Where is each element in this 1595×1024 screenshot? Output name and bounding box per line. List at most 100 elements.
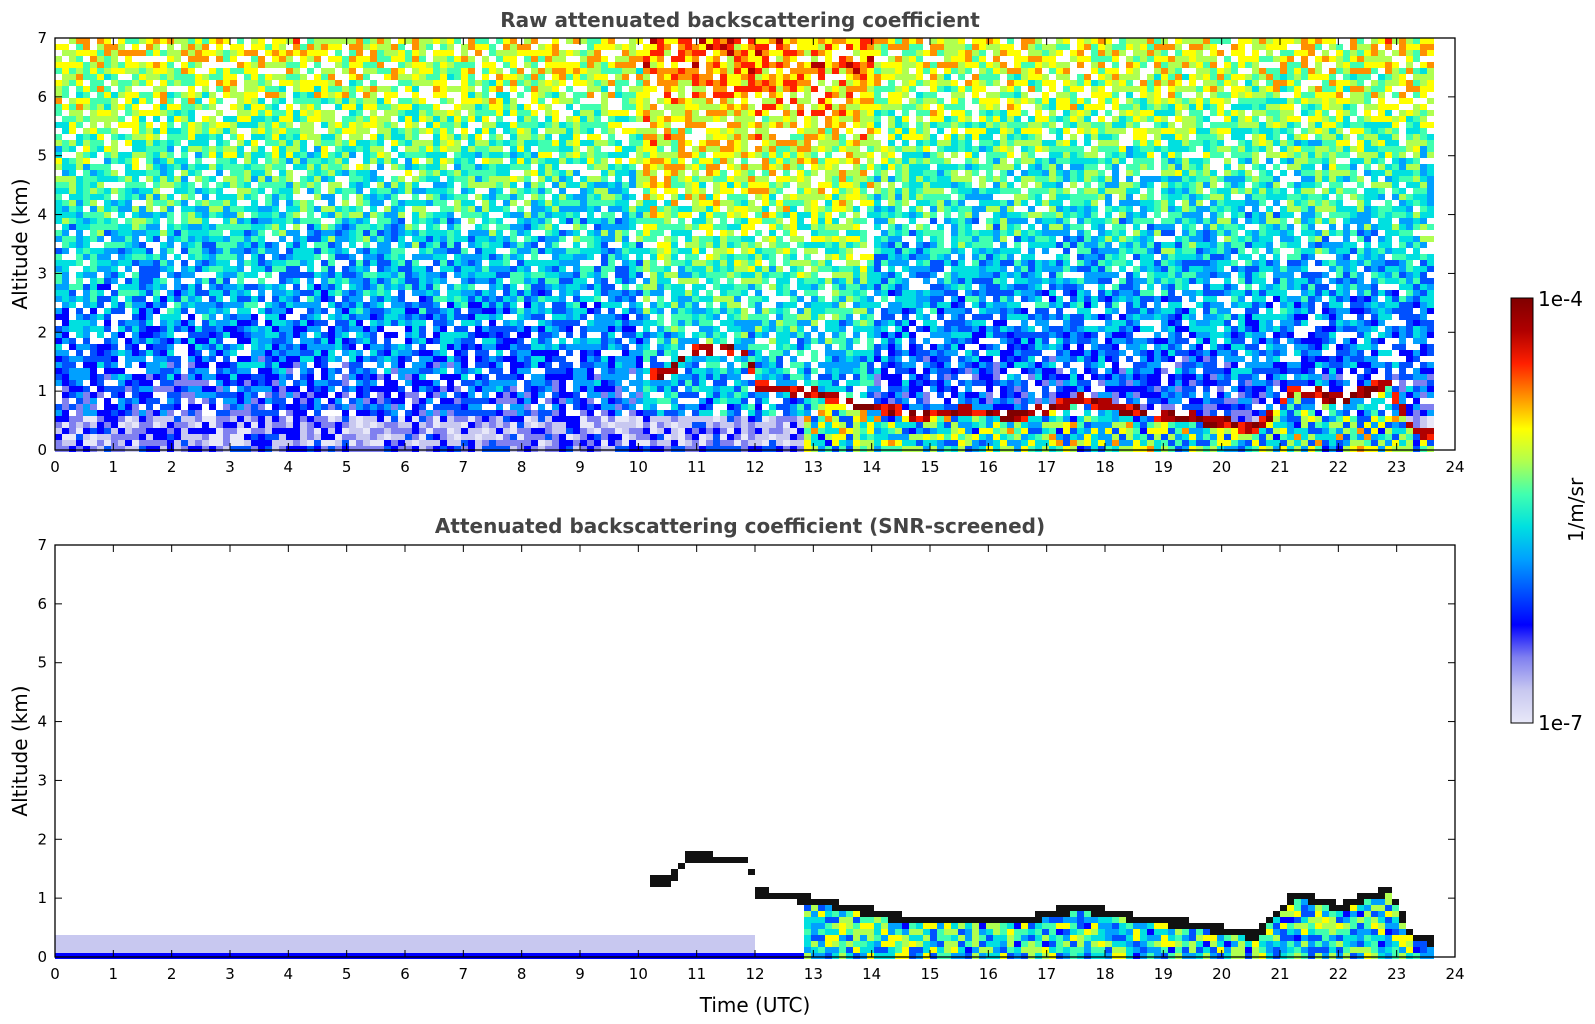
heatmap-cell-2677 (377, 140, 384, 146)
heatmap-cell-4067 (545, 86, 552, 92)
heatmap-cell-2543 (356, 440, 363, 446)
heatmap-cell-1123 (188, 290, 195, 296)
heatmap-cell-4124 (552, 62, 559, 68)
heatmap-cell-2919 (405, 242, 412, 248)
heatmap-cell-3611 (489, 164, 496, 170)
heatmap-cell-815 (153, 104, 160, 110)
heatmap-cell-1033 (181, 44, 188, 50)
heatmap-cell-812 (153, 74, 160, 80)
heatmap-cell-896 (160, 284, 167, 290)
heatmap-cell-1874 (279, 218, 286, 224)
heatmap-cell-1815 (272, 242, 279, 248)
heatmap-cell-2483 (356, 38, 363, 44)
heatmap-cell-1302 (209, 338, 216, 344)
heatmap-cell-2360 (335, 398, 342, 404)
heatmap-cell-1107 (188, 170, 195, 176)
heatmap-cell-2551 (363, 86, 370, 92)
heatmap-cell-111 (62, 422, 69, 428)
heatmap-cell-4910 (643, 380, 650, 386)
heatmap-cell-886 (160, 200, 167, 206)
heatmap-cell-1651 (251, 320, 258, 326)
heatmap-cell-1713 (258, 350, 265, 356)
heatmap-cell-1717 (258, 374, 265, 380)
heatmap-cell-4722 (622, 260, 629, 266)
heatmap-cell-2834 (391, 434, 398, 440)
heatmap-cell-1853 (279, 74, 286, 80)
heatmap-cell-1457 (230, 212, 237, 218)
heatmap-cell-4375 (580, 278, 587, 284)
heatmap-cell-702 (139, 140, 146, 146)
heatmap-cell-2053 (300, 248, 307, 254)
heatmap-cell-172 (76, 62, 83, 68)
heatmap-cell-2970 (412, 188, 419, 194)
heatmap-cell-4444 (587, 350, 594, 356)
heatmap-cell-3783 (510, 146, 517, 152)
heatmap-cell-1078 (181, 386, 188, 392)
heatmap-cell-2691 (377, 236, 384, 242)
heatmap-cell-4597 (608, 194, 615, 200)
heatmap-cell-1043 (181, 116, 188, 122)
heatmap-cell-4942 (650, 182, 657, 188)
heatmap-cell-3604 (489, 122, 496, 128)
heatmap-cell-1392 (223, 176, 230, 182)
heatmap-cell-2458 (349, 278, 356, 284)
heatmap-cell-3737 (503, 224, 510, 230)
heatmap-cell-3694 (496, 332, 503, 338)
heatmap-cell-1571 (244, 188, 251, 194)
heatmap-cell-955 (167, 266, 174, 272)
heatmap-cell-3480 (475, 50, 482, 56)
heatmap-cell-3569 (482, 272, 489, 278)
heatmap-cell-4353 (580, 92, 587, 98)
heatmap-cell-2562 (363, 164, 370, 170)
heatmap-cell-3206 (440, 170, 447, 176)
heatmap-cell-2336 (335, 212, 342, 218)
heatmap-cell-4134 (552, 128, 559, 134)
heatmap-cell-4939 (650, 164, 657, 170)
heatmap-cell-1211 (202, 56, 209, 62)
heatmap-cell-1365 (216, 374, 223, 380)
heatmap-cell-2468 (349, 344, 356, 350)
heatmap-cell-502 (111, 338, 118, 344)
heatmap-cell-4147 (552, 230, 559, 236)
heatmap-cell-1212 (202, 74, 209, 80)
heatmap-cell-4824 (636, 200, 643, 206)
heatmap-cell-3240 (440, 410, 447, 416)
heatmap-cell-3653 (496, 38, 503, 44)
heatmap-cell-4273 (566, 314, 573, 320)
heatmap-cell-1375 (216, 446, 223, 452)
heatmap-cell-2569 (363, 218, 370, 224)
heatmap-cell-1499 (237, 110, 244, 116)
heatmap-cell-3973 (531, 248, 538, 254)
heatmap-cell-1882 (279, 278, 286, 284)
heatmap-cell-667 (132, 308, 139, 314)
heatmap-cell-635 (132, 104, 139, 110)
heatmap-cell-4434 (587, 254, 594, 260)
heatmap-cell-4584 (608, 80, 615, 86)
heatmap-cell-921 (167, 44, 174, 50)
heatmap-cell-2218 (321, 170, 328, 176)
heatmap-cell-1912 (286, 56, 293, 62)
heatmap-cell-2102 (307, 188, 314, 194)
heatmap-cell-831 (153, 212, 160, 218)
heatmap-cell-4993 (657, 140, 664, 146)
heatmap-cell-1876 (279, 230, 286, 236)
heatmap-cell-2973 (412, 206, 419, 212)
heatmap-cell-4170 (552, 386, 559, 392)
heatmap-cell-3474 (468, 428, 475, 434)
heatmap-cell-991 (174, 110, 181, 116)
heatmap-cell-4809 (636, 86, 643, 92)
heatmap-cell-3740 (503, 254, 510, 260)
heatmap-cell-3005 (412, 422, 419, 428)
heatmap-cell-4899 (643, 296, 650, 302)
heatmap-cell-2708 (377, 350, 384, 356)
heatmap-cell-184 (76, 140, 83, 146)
heatmap-cell-2584 (363, 314, 370, 320)
heatmap-cell-4787 (629, 338, 636, 344)
heatmap-cell-1930 (286, 188, 293, 194)
heatmap-cell-1210 (202, 50, 209, 56)
heatmap-cell-1481 (230, 392, 237, 398)
heatmap-cell-2698 (377, 278, 384, 284)
heatmap-cell-3253 (447, 74, 454, 80)
heatmap-cell-608 (125, 326, 132, 332)
heatmap-cell-1418 (223, 356, 230, 362)
